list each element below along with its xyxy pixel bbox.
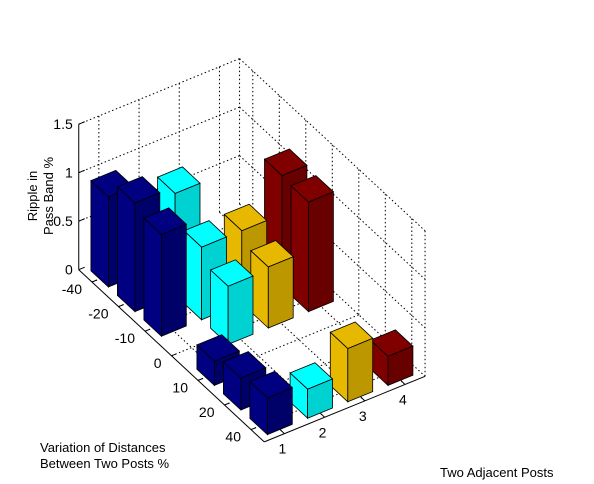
y-tick-mark <box>320 412 325 418</box>
bar-face-side <box>347 337 374 403</box>
x-tick-mark <box>144 328 151 332</box>
bar-post-1-40 <box>249 370 294 436</box>
bar-face-front <box>290 184 309 313</box>
grid-line-left-wall <box>78 106 240 174</box>
x-tick-mark <box>171 353 177 357</box>
z-tick-mark <box>78 121 85 125</box>
bar-face-side <box>227 275 254 345</box>
bar-face-front <box>117 185 136 313</box>
z-tick-label: 1.5 <box>53 116 73 132</box>
bar-post-4-40 <box>369 329 414 387</box>
grid-line-left-wall <box>78 58 240 125</box>
bar-post-3-40 <box>329 321 374 403</box>
bar-face-top <box>369 329 414 357</box>
z-tick-mark <box>78 266 85 271</box>
y-tick-mark <box>360 396 366 402</box>
x-axis-label: Variation of Distances Between Two Posts… <box>40 440 240 472</box>
bar-face-top <box>329 321 374 349</box>
x-axis-label-line-1: Variation of Distances <box>40 440 166 455</box>
y-tick-label: 1 <box>278 441 286 457</box>
x-tick-mark <box>224 402 230 406</box>
y-axis-line <box>264 375 426 443</box>
bar-face-top <box>156 166 201 194</box>
bar-post-3-0 <box>250 240 294 329</box>
x-tick-label: 40 <box>225 429 241 445</box>
z-tick-label: 0.5 <box>53 213 73 229</box>
y-tick-label: 3 <box>359 408 367 424</box>
bar-face-top <box>289 362 334 390</box>
x-tick-label: -10 <box>115 330 135 346</box>
x-tick-label: 10 <box>172 379 188 395</box>
x-axis-label-line-2: Between Two Posts % <box>40 456 170 471</box>
x-tick-mark <box>118 304 124 308</box>
bar-post-4-0 <box>290 175 335 313</box>
bar-face-top <box>116 176 161 204</box>
x-tick-label: -20 <box>88 306 108 322</box>
bar-face-top <box>196 334 241 362</box>
bar-face-top <box>263 148 308 176</box>
bar-face-front <box>143 217 162 338</box>
bar-face-top <box>250 240 294 268</box>
z-tick-mark <box>78 169 85 174</box>
y-tick-label: 2 <box>319 424 327 440</box>
bar-face-top <box>223 203 268 232</box>
y-axis-label: Two Adjacent Posts <box>440 465 554 480</box>
x-tick-mark <box>91 279 98 283</box>
z-axis-label-line-2: Pass Band % <box>41 156 56 236</box>
bar-face-top <box>222 351 267 379</box>
y-tick-label: 4 <box>399 392 407 408</box>
y-tick-mark <box>279 429 285 435</box>
x-tick-label: 0 <box>154 355 162 371</box>
z-axis-label: Ripple in Pass Band % <box>25 141 65 251</box>
bar-post-2-0 <box>209 259 254 346</box>
bar-face-top <box>143 207 188 235</box>
chart-ticks: 0 0.5 1 1.5 -40 -20 -10 0 10 20 40 1 2 3 4 <box>53 116 407 457</box>
z-tick-label: 1 <box>65 165 73 181</box>
bar-face-top <box>183 220 228 248</box>
bar-face-top <box>290 175 335 203</box>
x-tick-mark <box>250 427 257 431</box>
bar-face-side <box>308 191 334 313</box>
z-tick-label: 0 <box>65 262 73 278</box>
z-tick-mark <box>78 218 85 222</box>
bar-face-top <box>209 259 254 287</box>
x-tick-mark <box>197 377 204 381</box>
bar-face-top <box>249 370 294 399</box>
x-tick-label: 20 <box>199 404 215 420</box>
bar-face-side <box>160 223 187 337</box>
chart-bars <box>90 148 414 436</box>
bar-face-side <box>267 256 294 329</box>
bar-post-2-40 <box>289 362 334 420</box>
y-tick-mark <box>400 380 406 385</box>
z-axis-label-line-1: Ripple in <box>25 170 40 222</box>
x-tick-label: -40 <box>62 281 82 297</box>
bar-post-1--10 <box>143 207 188 338</box>
bar-face-front <box>90 179 109 288</box>
